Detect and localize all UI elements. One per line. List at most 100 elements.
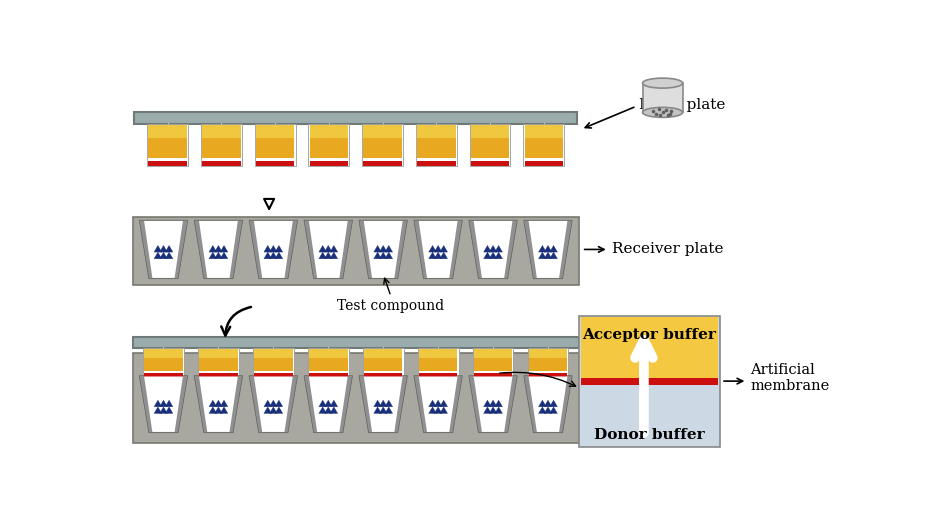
Polygon shape bbox=[330, 252, 338, 259]
Polygon shape bbox=[264, 252, 272, 259]
Bar bbox=[143, 348, 184, 377]
FancyArrowPatch shape bbox=[221, 307, 251, 336]
Polygon shape bbox=[468, 220, 517, 279]
Polygon shape bbox=[160, 245, 167, 252]
Bar bbox=[201, 124, 242, 166]
Bar bbox=[417, 138, 455, 158]
Polygon shape bbox=[489, 400, 497, 407]
Bar bbox=[310, 138, 348, 158]
Polygon shape bbox=[144, 221, 183, 278]
Polygon shape bbox=[489, 245, 497, 252]
Polygon shape bbox=[330, 407, 338, 413]
Polygon shape bbox=[165, 400, 173, 407]
Bar bbox=[529, 349, 567, 371]
Bar bbox=[474, 349, 512, 371]
Bar bbox=[524, 138, 563, 158]
Polygon shape bbox=[275, 400, 283, 407]
Bar bbox=[255, 124, 296, 166]
Polygon shape bbox=[254, 221, 293, 278]
Polygon shape bbox=[220, 245, 228, 252]
Bar bbox=[364, 373, 402, 377]
Bar bbox=[145, 358, 183, 371]
Polygon shape bbox=[538, 252, 547, 259]
Polygon shape bbox=[215, 245, 222, 252]
Polygon shape bbox=[380, 252, 387, 259]
Polygon shape bbox=[544, 245, 552, 252]
Bar bbox=[471, 161, 509, 166]
Polygon shape bbox=[319, 252, 327, 259]
Bar bbox=[579, 315, 719, 446]
Text: Artificial
membrane: Artificial membrane bbox=[750, 363, 829, 393]
Polygon shape bbox=[160, 400, 167, 407]
Polygon shape bbox=[474, 221, 512, 278]
Polygon shape bbox=[494, 400, 503, 407]
Polygon shape bbox=[270, 245, 277, 252]
Polygon shape bbox=[209, 245, 216, 252]
Polygon shape bbox=[264, 400, 272, 407]
Bar bbox=[134, 112, 578, 124]
Polygon shape bbox=[380, 245, 387, 252]
Polygon shape bbox=[325, 245, 332, 252]
Polygon shape bbox=[275, 407, 283, 413]
Bar bbox=[418, 348, 458, 377]
Polygon shape bbox=[385, 407, 393, 413]
Polygon shape bbox=[374, 400, 382, 407]
Polygon shape bbox=[165, 245, 173, 252]
Text: Acceptor buffer: Acceptor buffer bbox=[582, 328, 717, 342]
Polygon shape bbox=[529, 221, 567, 278]
Polygon shape bbox=[199, 377, 238, 432]
Bar bbox=[471, 138, 509, 158]
Bar bbox=[199, 358, 238, 371]
Polygon shape bbox=[538, 407, 547, 413]
Bar bbox=[148, 138, 187, 158]
Polygon shape bbox=[309, 377, 348, 432]
Polygon shape bbox=[364, 377, 403, 432]
Polygon shape bbox=[550, 407, 557, 413]
Bar bbox=[362, 124, 403, 166]
Polygon shape bbox=[319, 407, 327, 413]
Bar bbox=[416, 124, 457, 166]
Bar bbox=[308, 348, 349, 377]
Polygon shape bbox=[529, 377, 567, 432]
Polygon shape bbox=[215, 407, 222, 413]
Bar bbox=[417, 161, 455, 166]
Bar bbox=[145, 373, 183, 377]
Polygon shape bbox=[364, 221, 403, 278]
Bar bbox=[148, 125, 187, 158]
Text: Filter plate: Filter plate bbox=[639, 97, 726, 112]
Polygon shape bbox=[220, 400, 228, 407]
Polygon shape bbox=[385, 245, 393, 252]
Bar bbox=[364, 358, 402, 371]
Polygon shape bbox=[209, 400, 216, 407]
Polygon shape bbox=[330, 400, 338, 407]
Bar bbox=[529, 358, 567, 371]
Polygon shape bbox=[209, 252, 216, 259]
Polygon shape bbox=[385, 400, 393, 407]
Polygon shape bbox=[439, 407, 448, 413]
Polygon shape bbox=[494, 252, 503, 259]
Polygon shape bbox=[414, 220, 463, 279]
Polygon shape bbox=[380, 407, 387, 413]
Polygon shape bbox=[544, 400, 552, 407]
Bar bbox=[643, 83, 683, 112]
Bar bbox=[529, 373, 567, 377]
Polygon shape bbox=[154, 245, 161, 252]
Bar bbox=[199, 349, 238, 371]
Polygon shape bbox=[439, 400, 448, 407]
Text: Receiver plate: Receiver plate bbox=[612, 243, 723, 256]
Polygon shape bbox=[483, 252, 492, 259]
Polygon shape bbox=[374, 252, 382, 259]
Polygon shape bbox=[154, 400, 161, 407]
Polygon shape bbox=[325, 252, 332, 259]
Bar bbox=[524, 161, 563, 166]
Polygon shape bbox=[264, 407, 272, 413]
Polygon shape bbox=[254, 377, 293, 432]
Polygon shape bbox=[550, 245, 557, 252]
Bar bbox=[253, 348, 294, 377]
Polygon shape bbox=[439, 245, 448, 252]
Polygon shape bbox=[215, 252, 222, 259]
Bar bbox=[145, 349, 183, 371]
Bar bbox=[256, 138, 295, 158]
Polygon shape bbox=[483, 400, 492, 407]
Bar bbox=[363, 161, 402, 166]
